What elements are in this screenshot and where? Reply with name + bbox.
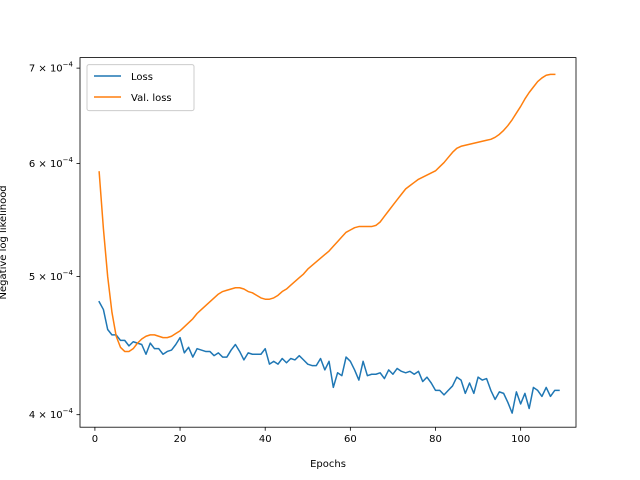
x-axis-label: Epochs [310,459,346,470]
y-axis: 4 × 10−4 5 × 10−4 6 × 10−4 7 × 10−4 [29,61,80,421]
x-tick-label: 0 [92,434,98,445]
x-tick-label: 80 [429,434,442,445]
x-axis: 0 20 40 60 80 100 [92,427,530,445]
x-tick-label: 100 [511,434,530,445]
y-axis-label: Negative log likelihood [0,185,9,299]
y-tick-label: 4 × 10−4 [29,407,74,421]
x-tick-label: 60 [344,434,357,445]
legend-label-loss: Loss [131,72,153,83]
legend: Loss Val. loss [86,64,195,112]
legend-label-val-loss: Val. loss [131,93,172,104]
x-tick-label: 20 [174,434,187,445]
x-tick-label: 40 [259,434,272,445]
plot-area [79,57,577,428]
y-tick-label: 6 × 10−4 [29,156,74,170]
series-line-loss [98,300,560,414]
series-line-val-loss [98,73,556,353]
series-layer [98,73,560,414]
y-tick-label: 7 × 10−4 [29,61,74,75]
axes-frame [79,57,577,428]
y-tick-label: 5 × 10−4 [29,269,74,283]
